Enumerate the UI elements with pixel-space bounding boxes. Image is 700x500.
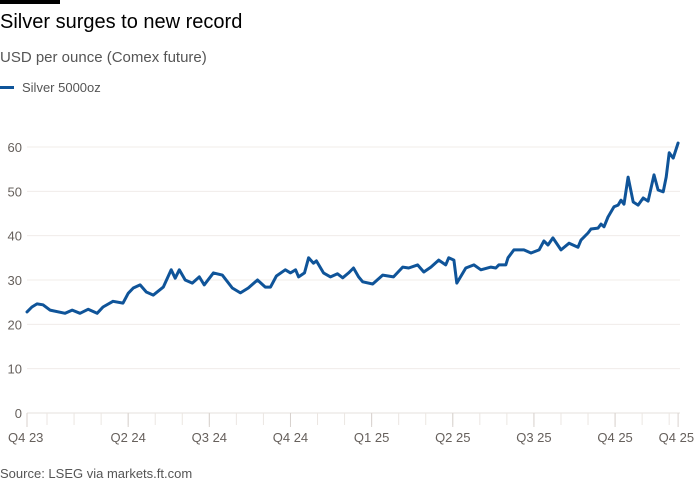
legend: Silver 5000oz — [0, 80, 101, 95]
x-tick-label: Q4 23 — [8, 430, 43, 445]
legend-swatch — [0, 86, 14, 89]
series-line-silver — [25, 141, 680, 315]
x-tick-label: Q3 24 — [192, 430, 227, 445]
y-tick-label: 60 — [8, 140, 22, 155]
x-tick-label: Q4 25 — [597, 430, 632, 445]
x-tick-label: Q1 25 — [354, 430, 389, 445]
x-tick-label: Q2 25 — [435, 430, 470, 445]
x-tick-label: Q4 25 — [659, 430, 694, 445]
y-tick-label: 50 — [8, 184, 22, 199]
y-tick-label: 30 — [8, 273, 22, 288]
x-tick-label: Q4 24 — [273, 430, 308, 445]
y-tick-label: 40 — [8, 229, 22, 244]
legend-label: Silver 5000oz — [22, 80, 101, 95]
y-tick-label: 20 — [8, 317, 22, 332]
ft-brand-bar — [0, 0, 60, 4]
x-tick-label: Q3 25 — [516, 430, 551, 445]
y-tick-label: 10 — [8, 362, 22, 377]
chart-subtitle: USD per ounce (Comex future) — [0, 49, 207, 66]
chart-title: Silver surges to new record — [0, 11, 243, 33]
source-note: Source: LSEG via markets.ft.com — [0, 466, 193, 481]
line-chart: 0 10 20 30 40 50 60 Q4 23 Q2 24 Q3 24 Q4 24 Q1 25 Q2… — [8, 140, 695, 445]
x-tick-label: Q2 24 — [110, 430, 145, 445]
y-tick-label: 0 — [15, 406, 22, 421]
